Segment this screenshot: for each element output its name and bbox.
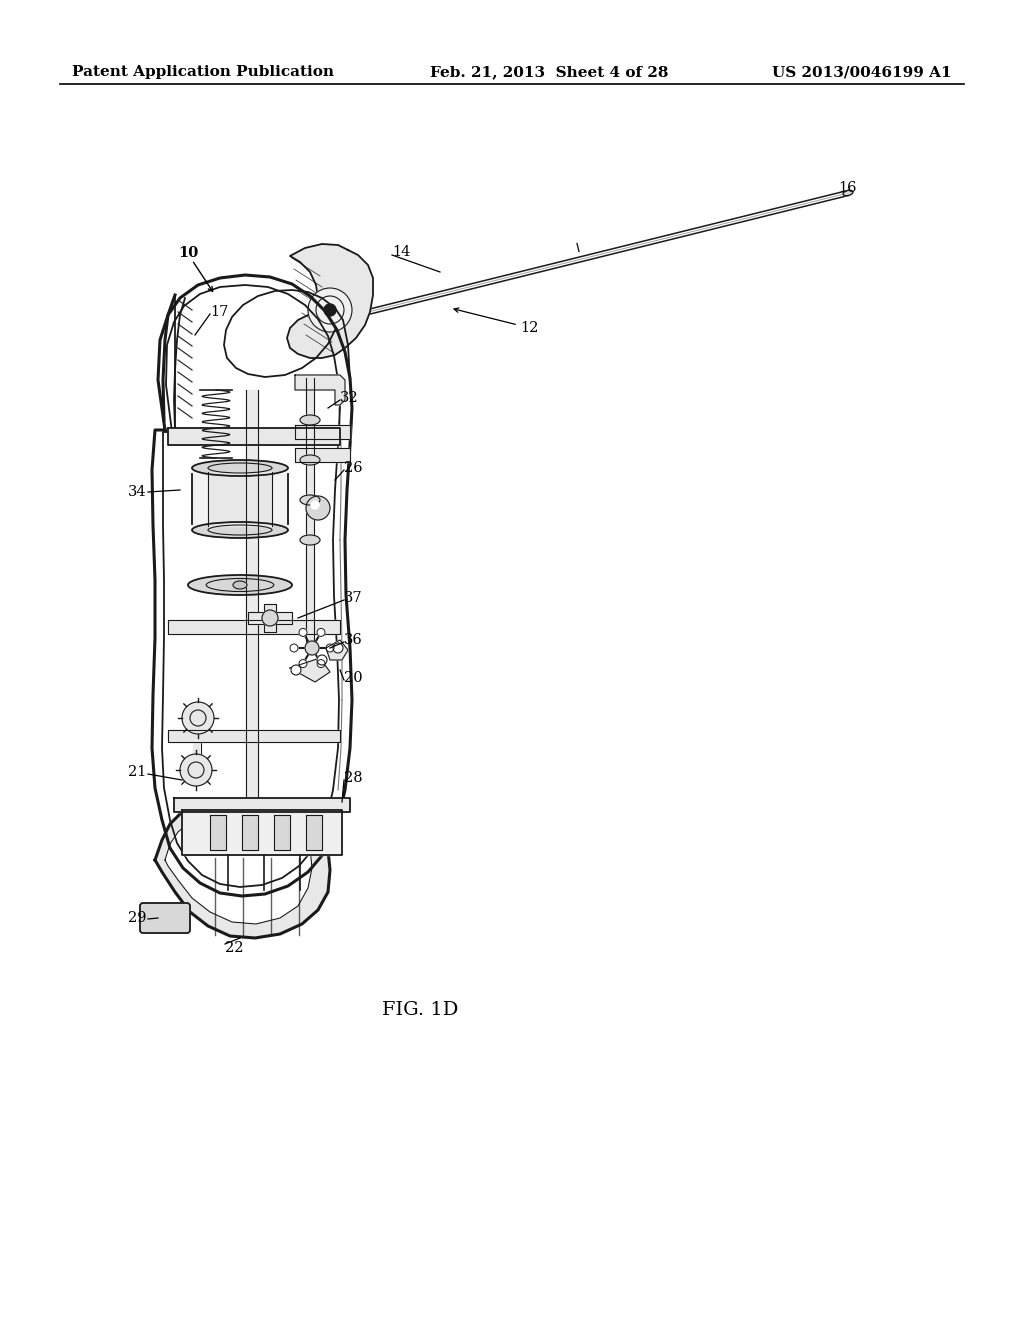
- Polygon shape: [306, 814, 322, 850]
- Polygon shape: [155, 800, 330, 939]
- Polygon shape: [210, 814, 226, 850]
- Ellipse shape: [300, 455, 319, 465]
- Text: US 2013/0046199 A1: US 2013/0046199 A1: [772, 65, 952, 79]
- Polygon shape: [182, 810, 342, 855]
- Text: 28: 28: [344, 771, 362, 785]
- Text: 14: 14: [392, 246, 411, 259]
- Text: FIG. 1D: FIG. 1D: [382, 1001, 458, 1019]
- Circle shape: [311, 502, 319, 510]
- Ellipse shape: [193, 521, 288, 539]
- Polygon shape: [242, 814, 258, 850]
- Text: 29: 29: [128, 911, 146, 925]
- Polygon shape: [193, 474, 288, 524]
- Text: 10: 10: [178, 246, 199, 260]
- Circle shape: [262, 610, 278, 626]
- Circle shape: [290, 644, 298, 652]
- Polygon shape: [274, 814, 290, 850]
- Polygon shape: [208, 473, 272, 525]
- Circle shape: [317, 660, 325, 668]
- Circle shape: [333, 643, 343, 653]
- Text: Patent Application Publication: Patent Application Publication: [72, 65, 334, 79]
- Ellipse shape: [300, 535, 319, 545]
- Circle shape: [182, 702, 214, 734]
- Circle shape: [306, 496, 330, 520]
- Text: 12: 12: [520, 321, 539, 335]
- Circle shape: [299, 660, 307, 668]
- Circle shape: [299, 628, 307, 636]
- Text: 37: 37: [344, 591, 362, 605]
- Text: 36: 36: [344, 634, 362, 647]
- Text: 16: 16: [838, 181, 856, 195]
- Ellipse shape: [233, 581, 247, 589]
- Polygon shape: [287, 244, 373, 358]
- Polygon shape: [295, 375, 345, 405]
- Polygon shape: [326, 640, 348, 660]
- Circle shape: [317, 628, 325, 636]
- Text: 26: 26: [344, 461, 362, 475]
- Polygon shape: [290, 657, 330, 682]
- Ellipse shape: [193, 459, 288, 477]
- Text: 32: 32: [340, 391, 358, 405]
- Text: Feb. 21, 2013  Sheet 4 of 28: Feb. 21, 2013 Sheet 4 of 28: [430, 65, 669, 79]
- Polygon shape: [248, 612, 270, 624]
- Polygon shape: [264, 618, 276, 632]
- Polygon shape: [168, 428, 340, 445]
- Circle shape: [180, 754, 212, 785]
- Polygon shape: [165, 808, 312, 924]
- Text: 21: 21: [128, 766, 146, 779]
- Circle shape: [326, 644, 334, 652]
- FancyBboxPatch shape: [140, 903, 190, 933]
- Polygon shape: [174, 799, 350, 812]
- Polygon shape: [270, 612, 292, 624]
- Ellipse shape: [300, 414, 319, 425]
- Circle shape: [291, 665, 301, 675]
- Circle shape: [305, 642, 319, 655]
- Polygon shape: [193, 734, 201, 754]
- Polygon shape: [264, 605, 276, 618]
- Polygon shape: [246, 389, 258, 800]
- Text: 22: 22: [225, 941, 244, 954]
- Circle shape: [317, 655, 327, 665]
- Polygon shape: [295, 447, 350, 462]
- Circle shape: [308, 288, 352, 333]
- Text: 17: 17: [210, 305, 228, 319]
- Polygon shape: [168, 730, 340, 742]
- Polygon shape: [295, 425, 350, 440]
- Text: 20: 20: [344, 671, 362, 685]
- Polygon shape: [152, 275, 352, 896]
- Ellipse shape: [843, 190, 853, 195]
- Text: 34: 34: [128, 484, 146, 499]
- Polygon shape: [306, 378, 314, 649]
- Ellipse shape: [300, 495, 319, 506]
- Polygon shape: [168, 620, 340, 634]
- Ellipse shape: [188, 576, 292, 595]
- Circle shape: [324, 304, 336, 315]
